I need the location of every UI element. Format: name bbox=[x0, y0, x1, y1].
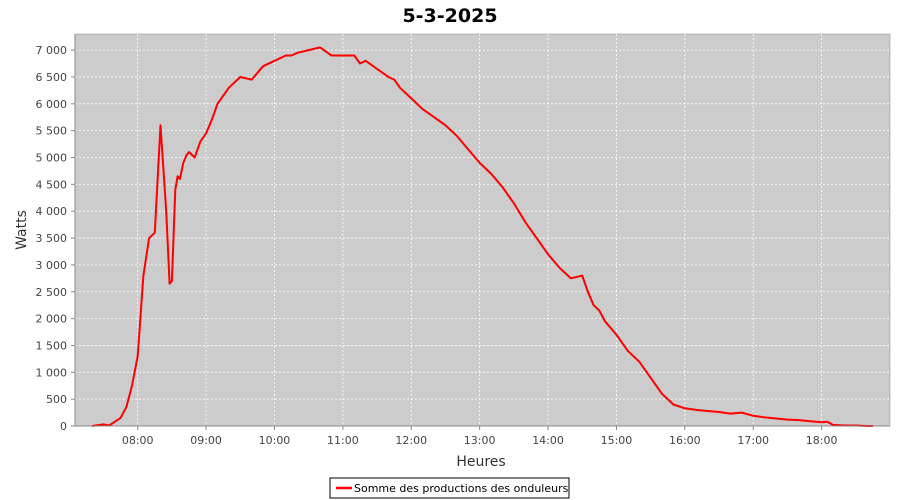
y-tick-label: 2 500 bbox=[36, 286, 68, 299]
y-axis-label: Watts bbox=[14, 210, 30, 250]
x-tick-label: 09:00 bbox=[190, 434, 222, 447]
legend-box bbox=[329, 477, 570, 499]
series-line bbox=[91, 46, 873, 427]
y-tick-label: 5 500 bbox=[36, 125, 68, 138]
y-tick-label: 7 000 bbox=[36, 44, 68, 57]
y-tick-label: 3 500 bbox=[36, 232, 68, 245]
y-ticks: 0 500 1 000 1 500 2 000 2 500 3 000 3 500 4 000 4… bbox=[36, 44, 75, 433]
y-tick-label: 1 500 bbox=[36, 339, 68, 352]
y-tick-label: 6 000 bbox=[36, 98, 68, 111]
y-tick-label: 5 000 bbox=[36, 152, 68, 165]
y-tick-label: 500 bbox=[46, 393, 67, 406]
x-tick-label: 18:00 bbox=[806, 434, 838, 447]
x-tick-label: 10:00 bbox=[259, 434, 291, 447]
y-tick-label: 4 500 bbox=[36, 178, 68, 191]
y-tick-label: 0 bbox=[60, 420, 67, 433]
x-tick-label: 17:00 bbox=[737, 434, 769, 447]
x-tick-label: 14:00 bbox=[532, 434, 564, 447]
plot-area bbox=[74, 33, 891, 427]
x-tick-label: 13:00 bbox=[464, 434, 496, 447]
x-tick-label: 12:00 bbox=[395, 434, 427, 447]
x-axis-label: Heures bbox=[456, 454, 505, 470]
x-tick-label: 16:00 bbox=[669, 434, 701, 447]
x-tick-label: 15:00 bbox=[601, 434, 633, 447]
y-tick-label: 3 000 bbox=[36, 259, 68, 272]
y-tick-label: 4 000 bbox=[36, 205, 68, 218]
series-lines bbox=[91, 46, 873, 427]
y-tick-label: 2 000 bbox=[36, 313, 68, 326]
y-tick-label: 1 000 bbox=[36, 366, 68, 379]
y-tick-label: 6 500 bbox=[36, 71, 68, 84]
legend-label: Somme des productions des onduleurs bbox=[354, 482, 569, 495]
grid-x bbox=[137, 34, 823, 426]
chart-title: 5-3-2025 bbox=[402, 5, 497, 27]
x-tick-label: 11:00 bbox=[327, 434, 359, 447]
legend: Somme des productions des onduleurs bbox=[329, 477, 570, 499]
x-tick-label: 08:00 bbox=[122, 434, 154, 447]
x-ticks: 08:00 09:00 10:00 11:00 12:00 13:00 14:00 15:00… bbox=[122, 426, 838, 447]
